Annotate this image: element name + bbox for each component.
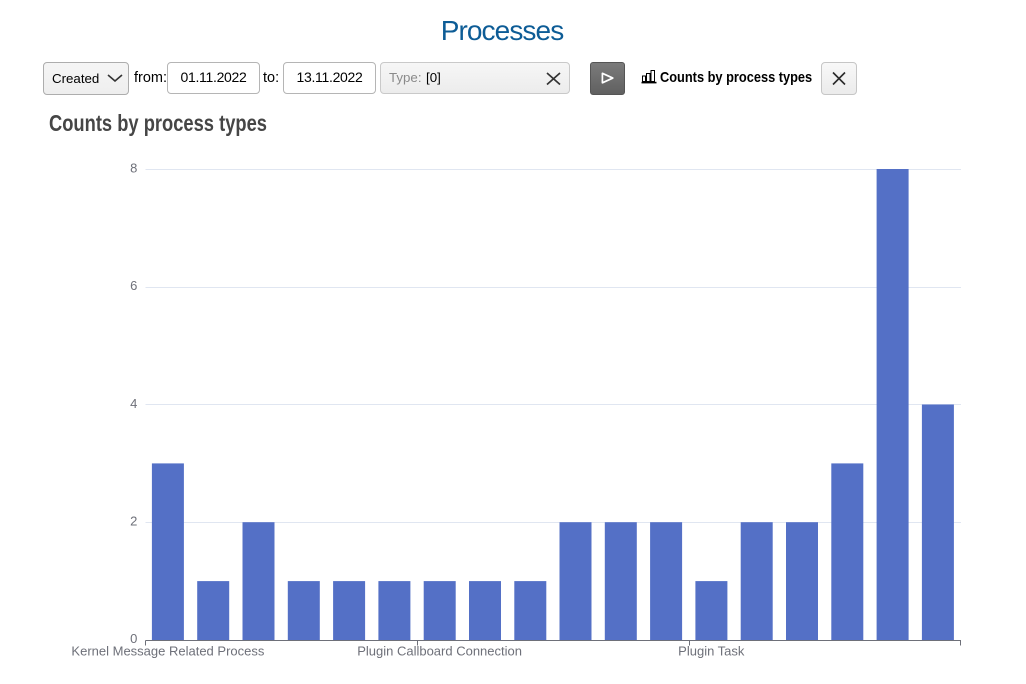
svg-text:4: 4 — [130, 396, 137, 411]
svg-text:Plugin Callboard Connection: Plugin Callboard Connection — [357, 644, 522, 659]
svg-text:6: 6 — [130, 278, 137, 293]
svg-text:0: 0 — [130, 631, 137, 646]
svg-text:8: 8 — [130, 160, 137, 175]
svg-text:2: 2 — [130, 514, 137, 529]
svg-text:Kernel Message Related Process: Kernel Message Related Process — [71, 644, 264, 659]
svg-text:Plugin Task: Plugin Task — [678, 644, 745, 659]
